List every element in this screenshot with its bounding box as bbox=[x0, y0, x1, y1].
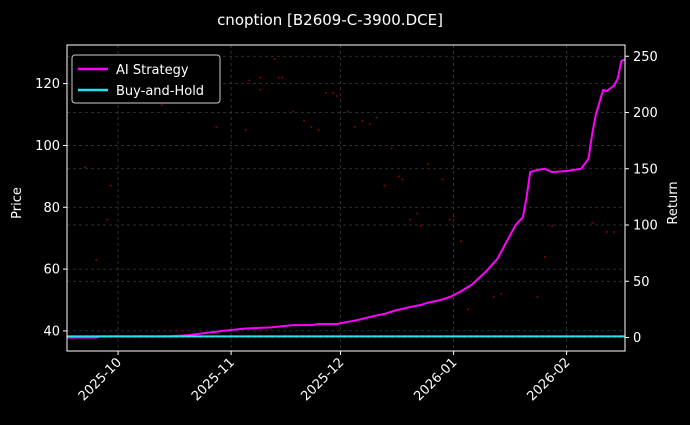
x-tick-label: 2026-01 bbox=[411, 355, 460, 404]
x-tick-label: 2025-10 bbox=[76, 355, 125, 404]
right-tick-label: 100 bbox=[633, 219, 658, 234]
price-point bbox=[259, 76, 262, 79]
legend-box bbox=[71, 54, 221, 104]
price-point bbox=[427, 163, 430, 165]
price-point bbox=[591, 221, 594, 224]
price-point bbox=[361, 119, 364, 122]
price-point bbox=[106, 218, 109, 221]
price-point bbox=[448, 218, 451, 221]
price-point bbox=[84, 166, 87, 169]
left-axis-label: Price bbox=[10, 187, 25, 219]
price-point bbox=[335, 95, 338, 97]
price-point bbox=[536, 295, 539, 298]
price-point bbox=[368, 122, 371, 125]
price-point bbox=[500, 292, 502, 295]
series-layer bbox=[67, 58, 626, 339]
left-tick-label: 40 bbox=[43, 324, 60, 339]
price-point bbox=[95, 258, 98, 261]
right-axis-label: Return bbox=[666, 181, 681, 224]
price-point bbox=[244, 129, 247, 131]
price-point bbox=[317, 129, 320, 131]
price-point bbox=[613, 231, 616, 233]
grid-layer bbox=[67, 45, 625, 351]
price-point bbox=[109, 184, 112, 187]
legend: AI Strategy Buy-and-Hold bbox=[71, 54, 221, 104]
price-point bbox=[259, 88, 262, 91]
x-tick-label: 2025-11 bbox=[189, 355, 238, 404]
price-point bbox=[292, 110, 295, 113]
price-point bbox=[492, 295, 495, 298]
right-tick-label: 250 bbox=[633, 50, 658, 65]
price-point bbox=[273, 57, 276, 60]
right-tick-label: 150 bbox=[633, 162, 658, 177]
price-point bbox=[543, 255, 546, 258]
price-point bbox=[310, 125, 313, 128]
right-tick-label: 200 bbox=[633, 106, 658, 121]
price-point bbox=[397, 175, 400, 178]
chart-title: cnoption [B2609-C-3900.DCE] bbox=[217, 11, 443, 29]
price-point bbox=[441, 178, 444, 181]
right-tick-label: 50 bbox=[633, 275, 650, 290]
price-point bbox=[605, 231, 608, 233]
left-tick-label: 120 bbox=[35, 77, 60, 92]
x-axis-ticks: 2025-10 2025-11 2025-12 2026-01 2026-02 bbox=[76, 351, 573, 404]
left-tick-label: 60 bbox=[43, 263, 60, 278]
price-point bbox=[332, 91, 335, 94]
price-point bbox=[277, 76, 280, 79]
price-point bbox=[383, 184, 386, 187]
price-point bbox=[160, 104, 163, 107]
price-point bbox=[248, 79, 251, 82]
left-axis-ticks: 40 60 80 100 120 bbox=[35, 77, 67, 339]
price-point bbox=[467, 308, 470, 311]
right-axis-ticks: 0 50 100 150 200 250 bbox=[625, 50, 658, 346]
left-tick-label: 100 bbox=[35, 139, 60, 154]
price-point bbox=[551, 224, 554, 227]
price-point bbox=[346, 110, 349, 113]
price-point bbox=[459, 240, 462, 243]
x-tick-label: 2026-02 bbox=[524, 355, 573, 404]
legend-label-ai-strategy: AI Strategy bbox=[116, 63, 189, 78]
plot-frame bbox=[66, 44, 626, 352]
price-point bbox=[324, 91, 327, 94]
series-line-ai-strategy bbox=[67, 58, 626, 339]
price-point bbox=[416, 212, 419, 215]
price-point bbox=[215, 125, 218, 128]
legend-label-buy-and-hold: Buy-and-Hold bbox=[116, 84, 204, 99]
right-tick-label: 0 bbox=[633, 331, 641, 346]
price-point bbox=[376, 116, 378, 119]
price-point bbox=[281, 76, 284, 79]
x-tick-label: 2025-12 bbox=[298, 355, 347, 404]
price-point bbox=[452, 215, 455, 218]
price-point bbox=[408, 218, 411, 221]
left-tick-label: 80 bbox=[43, 201, 60, 216]
price-point bbox=[419, 224, 422, 227]
price-point bbox=[303, 119, 306, 122]
price-point bbox=[390, 147, 393, 150]
price-point bbox=[354, 125, 357, 128]
price-point bbox=[401, 178, 404, 181]
